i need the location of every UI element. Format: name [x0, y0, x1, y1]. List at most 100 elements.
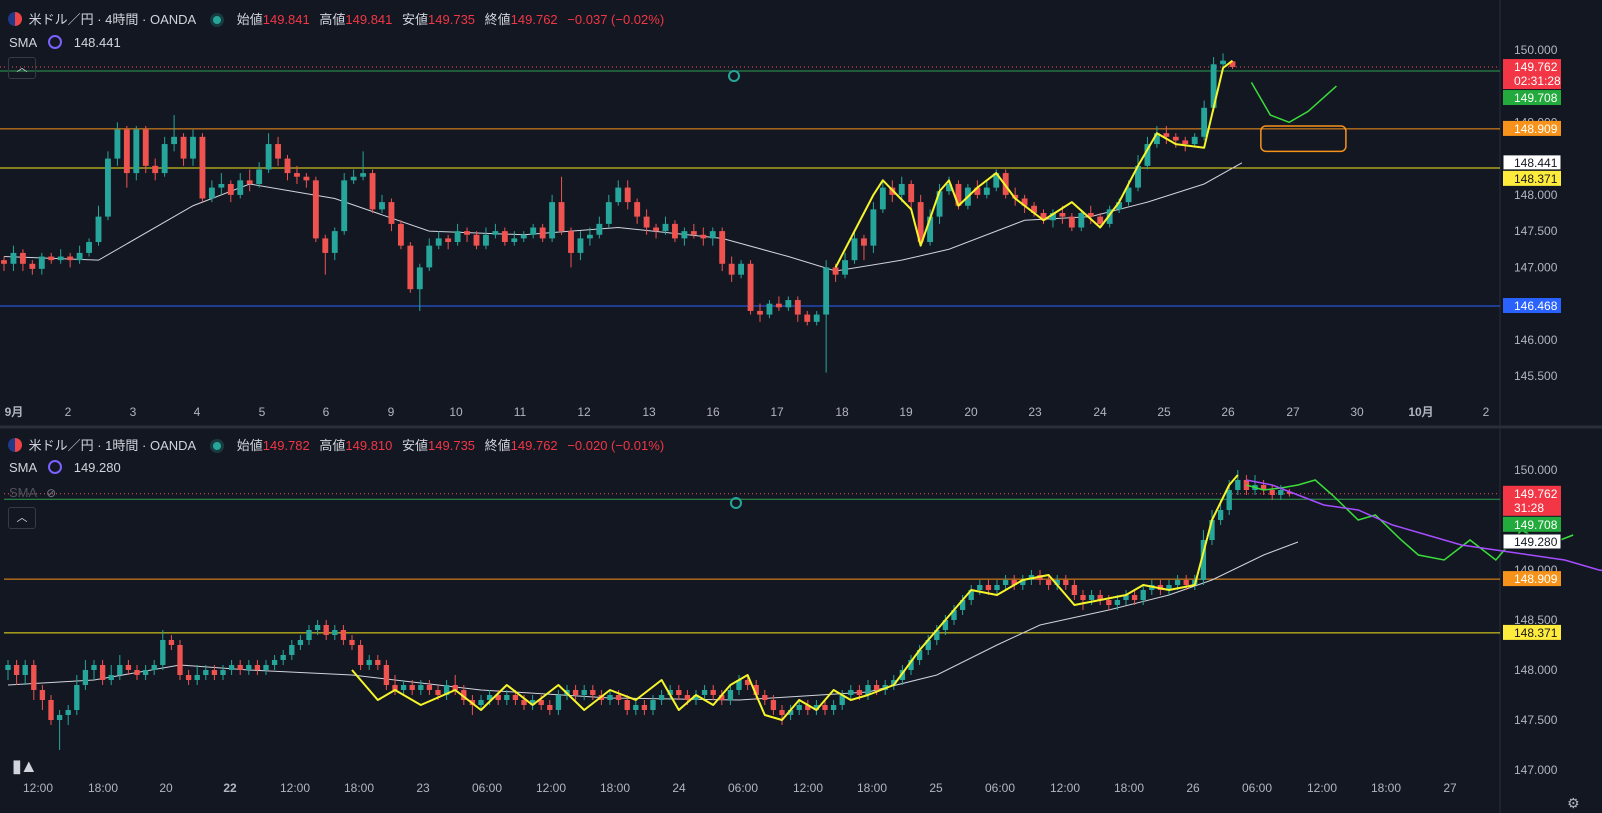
- candle-body: [744, 680, 751, 685]
- alert-clock-icon[interactable]: [730, 497, 742, 509]
- candle-body: [29, 263, 36, 269]
- candle-body: [123, 129, 130, 174]
- time-tick-label: 19: [899, 405, 913, 419]
- zigzag-drawing[interactable]: [834, 59, 1234, 268]
- candle-body: [839, 695, 845, 705]
- candle-body: [400, 685, 407, 690]
- candle-body: [572, 690, 579, 695]
- time-tick-label: 11: [514, 405, 527, 419]
- candle-body: [590, 690, 596, 695]
- time-tick-label: 06:00: [985, 781, 1015, 795]
- candle-body: [512, 695, 519, 700]
- candle-body: [409, 685, 415, 690]
- price-axis-label: [1503, 516, 1561, 532]
- candle-body: [254, 665, 261, 670]
- candle-body: [693, 695, 699, 700]
- candle-body: [951, 610, 957, 620]
- price-tick-label: 146.000: [1514, 333, 1558, 347]
- candle-body: [246, 180, 253, 184]
- countdown-label-text: 02:31:28: [1514, 74, 1561, 88]
- candle-body: [435, 238, 442, 246]
- candle-body: [974, 187, 981, 195]
- time-tick-label: 18:00: [344, 781, 374, 795]
- candle-body: [265, 144, 272, 170]
- candle-body: [388, 202, 395, 224]
- time-tick-label: 9月: [5, 405, 24, 419]
- candle-body: [577, 238, 584, 253]
- candle-body: [142, 670, 149, 675]
- zigzag-drawing[interactable]: [351, 474, 1239, 721]
- candle-body: [48, 700, 54, 720]
- candle-body: [568, 231, 574, 253]
- candle-body: [879, 187, 886, 210]
- price-axis-label: [1502, 154, 1562, 171]
- candle-body: [1226, 490, 1232, 510]
- candle-body: [74, 685, 80, 710]
- candle-body: [805, 705, 811, 710]
- candle-body: [753, 685, 759, 695]
- time-tick-label: 06:00: [472, 781, 502, 795]
- candle-body: [1088, 595, 1095, 600]
- candle-body: [842, 260, 848, 275]
- candle-body: [709, 231, 716, 239]
- sma-line[interactable]: [3, 162, 1243, 272]
- candle-body: [1106, 600, 1112, 605]
- candle-body: [908, 183, 915, 203]
- candle-body: [246, 665, 252, 670]
- candle-body: [796, 705, 802, 710]
- candle-body: [891, 680, 897, 685]
- time-tick-label: 18:00: [857, 781, 887, 795]
- time-tick-label: 2: [65, 405, 72, 419]
- sma-line[interactable]: [7, 541, 1299, 701]
- candle-body: [700, 234, 707, 239]
- candle-body: [908, 660, 914, 670]
- candle-body: [426, 245, 433, 268]
- price-axis-label-text: 149.708: [1514, 91, 1558, 105]
- price-axis-label: [1503, 120, 1561, 136]
- candle-body: [501, 231, 508, 243]
- forecast-path[interactable]: [1250, 82, 1337, 124]
- target-zone-rectangle[interactable]: [1260, 125, 1347, 153]
- candle-body: [633, 705, 639, 710]
- candle-body: [1040, 213, 1047, 221]
- candle-body: [813, 705, 820, 710]
- candle-body: [681, 231, 688, 239]
- time-tick-label: 12:00: [1307, 781, 1337, 795]
- candle-body: [340, 630, 347, 640]
- time-tick-label: 06:00: [728, 781, 758, 795]
- price-axis-label-text: 146.468: [1514, 299, 1558, 313]
- candle-body: [1153, 133, 1160, 145]
- price-tick-label: 147.500: [1514, 224, 1558, 238]
- candle-body: [787, 710, 794, 715]
- candle-body: [823, 267, 830, 315]
- price-tick-label: 148.000: [1514, 663, 1558, 677]
- candle-body: [5, 665, 11, 670]
- candle-body: [142, 129, 149, 166]
- candle-body: [936, 191, 943, 217]
- candle-body: [284, 158, 291, 174]
- candle-body: [946, 183, 952, 192]
- candle-body: [555, 695, 562, 710]
- candle-body: [1116, 202, 1123, 210]
- candle-body: [237, 180, 244, 195]
- price-tick-label: 147.500: [1514, 713, 1558, 727]
- forecast-path-purple[interactable]: [1246, 479, 1602, 580]
- countdown-label-text: 31:28: [1514, 501, 1544, 515]
- time-tick-label: 12:00: [1050, 781, 1080, 795]
- time-tick-label: 2: [1483, 405, 1490, 419]
- time-tick-label: 13: [642, 405, 656, 419]
- price-axis-label-text: 148.909: [1514, 572, 1558, 586]
- candle-body: [934, 630, 940, 640]
- candle-body: [1182, 140, 1189, 145]
- candle-body: [48, 256, 55, 261]
- candle-body: [445, 238, 452, 243]
- alert-clock-icon[interactable]: [728, 70, 740, 82]
- candle-body: [297, 640, 304, 645]
- candle-body: [983, 187, 990, 195]
- candle-body: [1166, 585, 1172, 590]
- candle-body: [418, 685, 424, 690]
- price-axis-label-text: 148.371: [1514, 172, 1558, 186]
- candle-body: [1021, 198, 1028, 206]
- candle-body: [105, 158, 111, 217]
